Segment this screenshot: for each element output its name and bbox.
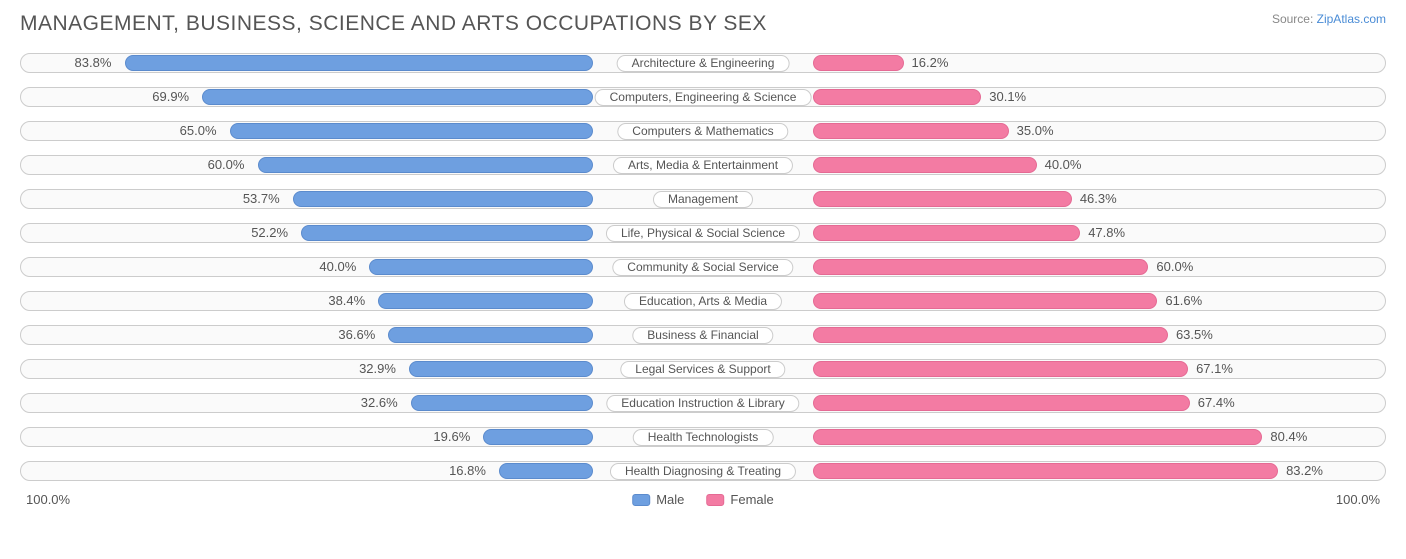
female-percent: 80.4%	[1270, 429, 1307, 445]
bar-male	[378, 293, 593, 309]
male-percent: 38.4%	[328, 293, 365, 309]
female-percent: 67.1%	[1196, 361, 1233, 377]
male-percent: 16.8%	[449, 463, 486, 479]
male-percent: 69.9%	[152, 89, 189, 105]
chart-row: Business & Financial 36.6% 63.5%	[20, 322, 1386, 348]
axis-left-label: 100.0%	[26, 492, 70, 507]
category-label: Architecture & Engineering	[617, 55, 790, 72]
legend-swatch-female	[706, 494, 724, 506]
category-label: Community & Social Service	[612, 259, 793, 276]
bar-male	[483, 429, 593, 445]
male-percent: 32.9%	[359, 361, 396, 377]
female-percent: 67.4%	[1198, 395, 1235, 411]
chart-rows: Architecture & Engineering 83.8% 16.2% Comp…	[20, 50, 1386, 484]
male-percent: 40.0%	[319, 259, 356, 275]
female-percent: 16.2%	[912, 55, 949, 71]
bar-male	[499, 463, 593, 479]
chart-row: Architecture & Engineering 83.8% 16.2%	[20, 50, 1386, 76]
chart-row: Management 53.7% 46.3%	[20, 186, 1386, 212]
legend-female: Female	[706, 492, 773, 507]
category-label: Education Instruction & Library	[606, 395, 799, 412]
category-label: Management	[653, 191, 753, 208]
category-label: Health Technologists	[633, 429, 774, 446]
category-label: Computers & Mathematics	[617, 123, 788, 140]
bar-female	[813, 293, 1157, 309]
category-label: Computers, Engineering & Science	[595, 89, 812, 106]
legend-label-male: Male	[656, 492, 684, 507]
category-label: Life, Physical & Social Science	[606, 225, 800, 242]
male-percent: 52.2%	[251, 225, 288, 241]
category-label: Arts, Media & Entertainment	[613, 157, 793, 174]
female-percent: 46.3%	[1080, 191, 1117, 207]
bar-male	[388, 327, 593, 343]
chart-row: Arts, Media & Entertainment 60.0% 40.0%	[20, 152, 1386, 178]
female-percent: 35.0%	[1017, 123, 1054, 139]
female-percent: 30.1%	[989, 89, 1026, 105]
axis-right-label: 100.0%	[1336, 492, 1380, 507]
chart-row: Education Instruction & Library 32.6% 67.4…	[20, 390, 1386, 416]
bar-female	[813, 89, 981, 105]
male-percent: 32.6%	[361, 395, 398, 411]
bar-female	[813, 123, 1009, 139]
bar-female	[813, 361, 1188, 377]
bar-female	[813, 157, 1037, 173]
male-percent: 36.6%	[338, 327, 375, 343]
category-label: Legal Services & Support	[620, 361, 785, 378]
chart-row: Education, Arts & Media 38.4% 61.6%	[20, 288, 1386, 314]
bar-female	[813, 55, 904, 71]
chart-row: Health Technologists 19.6% 80.4%	[20, 424, 1386, 450]
chart-axis: 100.0% Male Female 100.0%	[20, 492, 1386, 514]
source-label: Source:	[1272, 12, 1313, 26]
bar-female	[813, 225, 1080, 241]
female-percent: 60.0%	[1156, 259, 1193, 275]
bar-male	[125, 55, 593, 71]
bar-male	[369, 259, 593, 275]
bar-male	[230, 123, 593, 139]
bar-female	[813, 327, 1168, 343]
chart-row: Health Diagnosing & Treating 16.8% 83.2%	[20, 458, 1386, 484]
chart-row: Life, Physical & Social Science 52.2% 47.8…	[20, 220, 1386, 246]
female-percent: 47.8%	[1088, 225, 1125, 241]
chart-legend: Male Female	[632, 492, 774, 507]
chart-row: Computers, Engineering & Science 69.9% 30.…	[20, 84, 1386, 110]
chart-row: Community & Social Service 40.0% 60.0%	[20, 254, 1386, 280]
bar-female	[813, 429, 1262, 445]
category-label: Business & Financial	[632, 327, 773, 344]
male-percent: 19.6%	[433, 429, 470, 445]
legend-male: Male	[632, 492, 684, 507]
legend-swatch-male	[632, 494, 650, 506]
category-label: Education, Arts & Media	[624, 293, 782, 310]
female-percent: 83.2%	[1286, 463, 1323, 479]
male-percent: 53.7%	[243, 191, 280, 207]
male-percent: 60.0%	[208, 157, 245, 173]
bar-female	[813, 259, 1148, 275]
bar-female	[813, 395, 1190, 411]
bar-male	[409, 361, 593, 377]
bar-female	[813, 191, 1072, 207]
female-percent: 40.0%	[1045, 157, 1082, 173]
legend-label-female: Female	[730, 492, 773, 507]
bar-male	[202, 89, 593, 105]
chart-title: MANAGEMENT, BUSINESS, SCIENCE AND ARTS O…	[20, 12, 767, 36]
bar-male	[258, 157, 593, 173]
chart-header: MANAGEMENT, BUSINESS, SCIENCE AND ARTS O…	[20, 12, 1386, 36]
bar-male	[411, 395, 593, 411]
bar-male	[293, 191, 593, 207]
female-percent: 63.5%	[1176, 327, 1213, 343]
chart-row: Legal Services & Support 32.9% 67.1%	[20, 356, 1386, 382]
category-label: Health Diagnosing & Treating	[610, 463, 796, 480]
chart-row: Computers & Mathematics 65.0% 35.0%	[20, 118, 1386, 144]
male-percent: 83.8%	[75, 55, 112, 71]
bar-male	[301, 225, 593, 241]
female-percent: 61.6%	[1165, 293, 1202, 309]
bar-female	[813, 463, 1278, 479]
source-attribution: Source: ZipAtlas.com	[1272, 12, 1386, 26]
source-link[interactable]: ZipAtlas.com	[1317, 12, 1386, 26]
male-percent: 65.0%	[180, 123, 217, 139]
